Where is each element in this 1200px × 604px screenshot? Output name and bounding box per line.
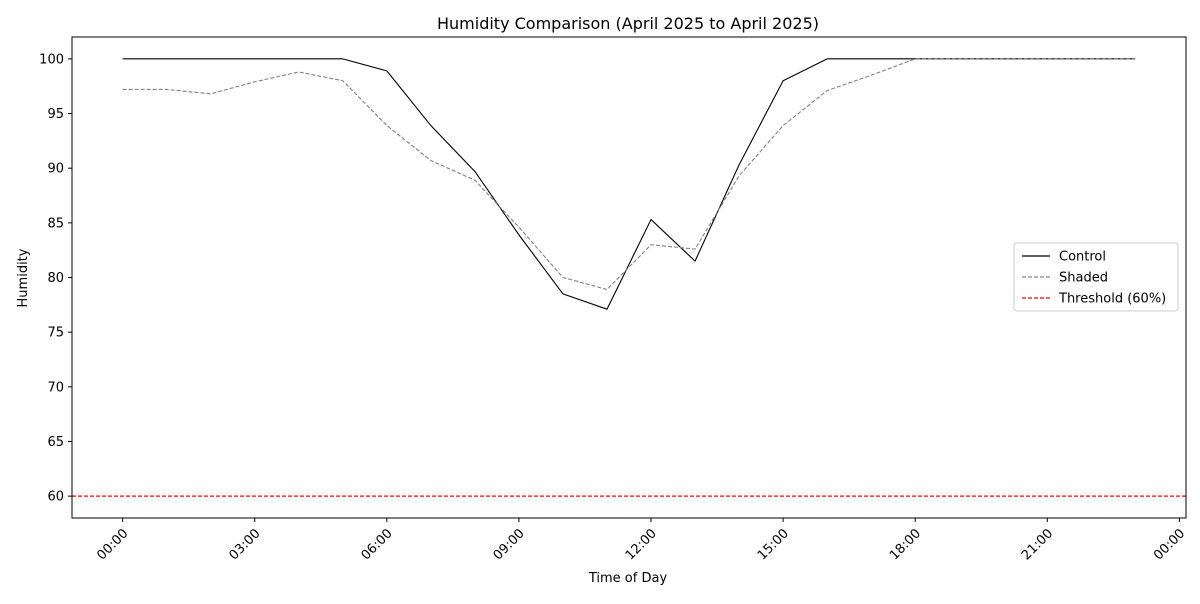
y-axis-label: Humidity <box>16 248 31 307</box>
series-line-control <box>122 58 1136 310</box>
x-tick-label: 06:00 <box>359 526 396 563</box>
x-axis: 00:00 03:00 06:00 09:00 12:00 15:00 18:00 21:00… <box>94 518 1188 563</box>
y-tick-label: 60 <box>47 490 64 505</box>
legend: Control Shaded Threshold (60%) <box>1013 242 1179 312</box>
y-tick-label: 80 <box>47 271 64 286</box>
x-tick-label: 15:00 <box>755 526 792 563</box>
y-tick-label: 70 <box>47 380 64 395</box>
x-tick-label: 12:00 <box>623 526 660 563</box>
x-tick-label: 09:00 <box>491 526 528 563</box>
y-tick-label: 75 <box>47 326 64 341</box>
y-tick-label: 65 <box>47 435 64 450</box>
x-tick-label: 00:00 <box>94 526 131 563</box>
x-tick-label: 00:00 <box>1151 526 1188 563</box>
y-tick-label: 100 <box>39 52 64 67</box>
chart-title: Humidity Comparison (April 2025 to April… <box>437 14 819 33</box>
x-axis-label: Time of Day <box>588 571 668 586</box>
y-tick-label: 85 <box>47 216 64 231</box>
x-tick-label: 18:00 <box>887 526 924 563</box>
y-axis: 60 65 70 75 80 85 90 95 100 <box>39 52 72 505</box>
y-tick-label: 95 <box>47 107 64 122</box>
legend-label: Threshold (60%) <box>1058 292 1166 307</box>
x-tick-label: 03:00 <box>226 526 263 563</box>
legend-label: Shaded <box>1059 271 1108 286</box>
legend-box <box>1013 242 1179 312</box>
y-tick-label: 90 <box>47 162 64 177</box>
legend-label: Control <box>1059 250 1106 265</box>
x-tick-label: 21:00 <box>1019 526 1056 563</box>
series-line-shaded <box>122 58 1136 291</box>
